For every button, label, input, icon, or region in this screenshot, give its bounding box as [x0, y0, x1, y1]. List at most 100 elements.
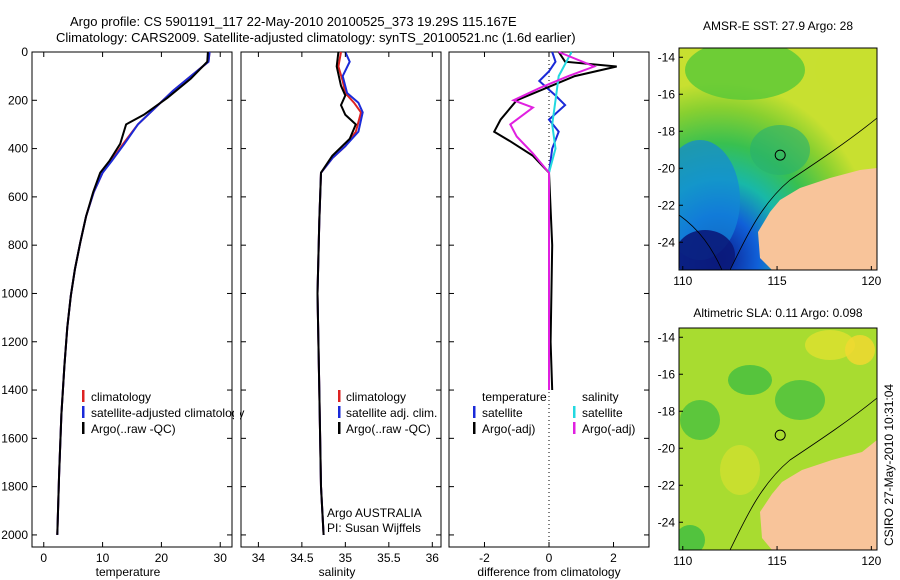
sla-map-frame	[678, 327, 878, 551]
map-ytick-label: -22	[658, 198, 676, 212]
legend-label-satellite-adjusted: satellite-adjusted climatology	[91, 406, 244, 420]
difference-xtick-label: 2	[610, 551, 617, 565]
sla-map-title: Altimetric SLA: 0.11 Argo: 0.098	[693, 306, 863, 320]
map-ytick-label: -18	[658, 124, 676, 138]
salinity-xtick-label: 34.5	[290, 551, 314, 565]
difference-legend: temperature satellite Argo(-adj) salinit…	[473, 390, 635, 436]
sst-map-axes: 110 115 120 -14 -16 -18 -20 -22 -24	[658, 50, 882, 288]
depth-tick-label: 400	[8, 142, 28, 156]
legend-swatch-argo	[82, 422, 85, 434]
temperature-plot: 0 10 20 30 0 200 400 600 800 1000 1200 1400 1600 1800…	[1, 45, 232, 565]
salinity-xtick-label: 36	[426, 551, 440, 565]
sla-map-axes: 110 115 120 -14 -16 -18 -20 -22 -24	[658, 330, 882, 568]
sla-map-land	[760, 440, 877, 550]
temperature-legend: climatology satellite-adjusted climatolo…	[82, 390, 244, 436]
legend-swatch-sal-argo	[573, 422, 576, 434]
depth-tick-label: 2000	[1, 528, 28, 542]
legend-label-sal-argo: Argo(-adj)	[582, 422, 635, 436]
salinity-series-2	[316, 51, 357, 535]
temperature-xtick-label: 30	[214, 551, 228, 565]
legend-swatch-argo	[338, 422, 341, 434]
legend-label-sal-satellite: satellite	[582, 406, 623, 420]
title-line1: Argo profile: CS 5901191_117 22-May-2010…	[70, 14, 517, 29]
sst-map-land	[758, 168, 877, 270]
map-xtick-label: 110	[673, 274, 692, 288]
legend-swatch-climatology	[82, 390, 85, 402]
map-xtick-label: 110	[673, 554, 692, 568]
annotation-pi: PI: Susan Wijffels	[327, 521, 421, 535]
legend-swatch-satellite-adjusted	[82, 406, 85, 418]
depth-tick-label: 1600	[1, 431, 28, 445]
map-ytick-label: -16	[658, 367, 676, 381]
argo-location-marker	[774, 149, 786, 161]
salinity-plot: 34 34.5 35 35.5 36	[241, 51, 441, 565]
depth-tick-label: 800	[8, 238, 28, 252]
map-ytick-label: -20	[658, 441, 676, 455]
sst-map-image	[679, 48, 877, 270]
depth-tick-label: 200	[8, 93, 28, 107]
map-ytick-label: -18	[658, 404, 676, 418]
legend-label-satellite-adj: satellite adj. clim.	[346, 406, 437, 420]
difference-xlabel: difference from climatology	[477, 565, 620, 579]
difference-xtick-label: 0	[546, 551, 553, 565]
temperature-xtick-label: 20	[155, 551, 169, 565]
legend-label-temp-satellite: satellite	[482, 406, 523, 420]
map-xtick-label: 115	[767, 554, 786, 568]
depth-tick-label: 1800	[1, 480, 28, 494]
temperature-plot-frame	[31, 51, 233, 548]
argo-location-marker	[774, 429, 786, 441]
difference-series-2	[548, 51, 573, 390]
map-xtick-label: 120	[861, 554, 881, 568]
salinity-xlabel: salinity	[319, 565, 356, 579]
legend-overlap-mask	[234, 400, 240, 420]
map-xtick-label: 115	[767, 274, 786, 288]
difference-xtick-label: -2	[479, 551, 490, 565]
legend-swatch-satellite-adj	[338, 406, 341, 418]
legend-label-temp-argo: Argo(-adj)	[482, 422, 535, 436]
salinity-plot-frame	[240, 51, 442, 548]
map-ytick-label: -20	[658, 161, 676, 175]
temperature-xtick-label: 10	[96, 551, 110, 565]
salinity-xtick-label: 34	[252, 551, 266, 565]
depth-tick-label: 1200	[1, 335, 28, 349]
depth-tick-label: 1400	[1, 383, 28, 397]
map-ytick-label: -24	[658, 235, 676, 249]
legend-title-temperature: temperature	[482, 390, 547, 404]
legend-label-argo: Argo(..raw -QC)	[346, 422, 431, 436]
map-ytick-label: -22	[658, 478, 676, 492]
legend-swatch-climatology	[338, 390, 341, 402]
sst-map-frame	[678, 47, 878, 271]
map-ytick-label: -16	[658, 87, 676, 101]
legend-swatch-sal-satellite	[573, 406, 576, 418]
difference-series-1	[492, 51, 617, 391]
depth-tick-label: 0	[21, 45, 28, 59]
temperature-xtick-label: 0	[40, 551, 47, 565]
map-ytick-label: -24	[658, 515, 676, 529]
annotation-argo-australia: Argo AUSTRALIA	[327, 506, 422, 520]
legend-swatch-temp-argo	[473, 422, 476, 434]
legend-swatch-temp-satellite	[473, 406, 476, 418]
temperature-series-0	[56, 51, 211, 535]
sla-map-image	[679, 328, 877, 550]
difference-plot: -2 0 2	[449, 51, 649, 565]
depth-tick-label: 600	[8, 190, 28, 204]
map-xtick-label: 120	[861, 274, 881, 288]
legend-label-climatology: climatology	[346, 390, 406, 404]
map-ytick-label: -14	[658, 50, 676, 64]
salinity-legend: climatology satellite adj. clim. Argo(..…	[327, 390, 437, 535]
temperature-series-1	[56, 51, 211, 535]
salinity-xtick-label: 35.5	[377, 551, 401, 565]
map-ytick-label: -14	[658, 330, 676, 344]
legend-title-salinity: salinity	[582, 390, 619, 404]
temperature-xlabel: temperature	[96, 565, 161, 579]
sst-map-title: AMSR-E SST: 27.9 Argo: 28	[703, 19, 853, 33]
salinity-xtick-label: 35	[339, 551, 353, 565]
csiro-timestamp: CSIRO 27-May-2010 10:31:04	[882, 384, 896, 546]
depth-tick-label: 1000	[1, 286, 28, 300]
temperature-series-2	[56, 51, 209, 535]
difference-series-0	[537, 51, 567, 390]
difference-series-3	[509, 51, 597, 390]
legend-label-climatology: climatology	[91, 390, 151, 404]
title-line2: Climatology: CARS2009. Satellite-adjuste…	[56, 30, 576, 45]
